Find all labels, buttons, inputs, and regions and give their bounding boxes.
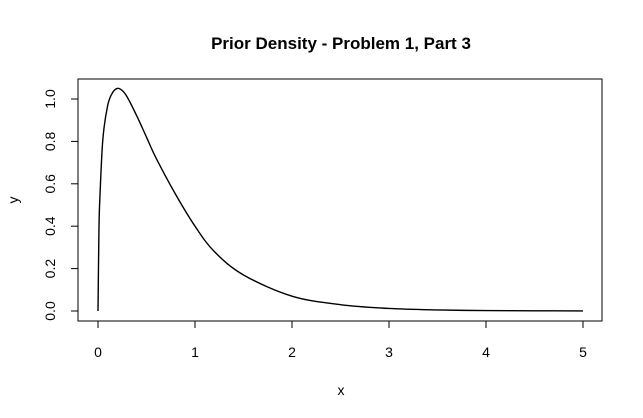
x-tick-label: 4 [482, 344, 490, 360]
x-tick-label: 5 [579, 344, 587, 360]
chart-title: Prior Density - Problem 1, Part 3 [211, 34, 471, 53]
y-tick-label: 0.2 [42, 259, 58, 279]
plot-frame [77, 78, 603, 322]
x-axis: 0 1 2 3 4 5 [94, 320, 587, 360]
y-tick-label: 1.0 [42, 89, 58, 109]
x-tick-label: 0 [94, 344, 102, 360]
x-axis-label: x [338, 382, 345, 398]
x-tick-label: 2 [288, 344, 296, 360]
y-tick-label: 0.6 [42, 174, 58, 194]
y-tick-label: 0.0 [42, 301, 58, 321]
x-tick-label: 3 [385, 344, 393, 360]
y-tick-label: 0.8 [42, 131, 58, 151]
x-tick-label: 1 [191, 344, 199, 360]
y-axis-label: y [5, 197, 21, 204]
density-curve-line [97, 87, 584, 312]
y-tick-label: 0.4 [42, 216, 58, 236]
y-axis: 0.0 0.2 0.4 0.6 0.8 1.0 [42, 89, 79, 321]
